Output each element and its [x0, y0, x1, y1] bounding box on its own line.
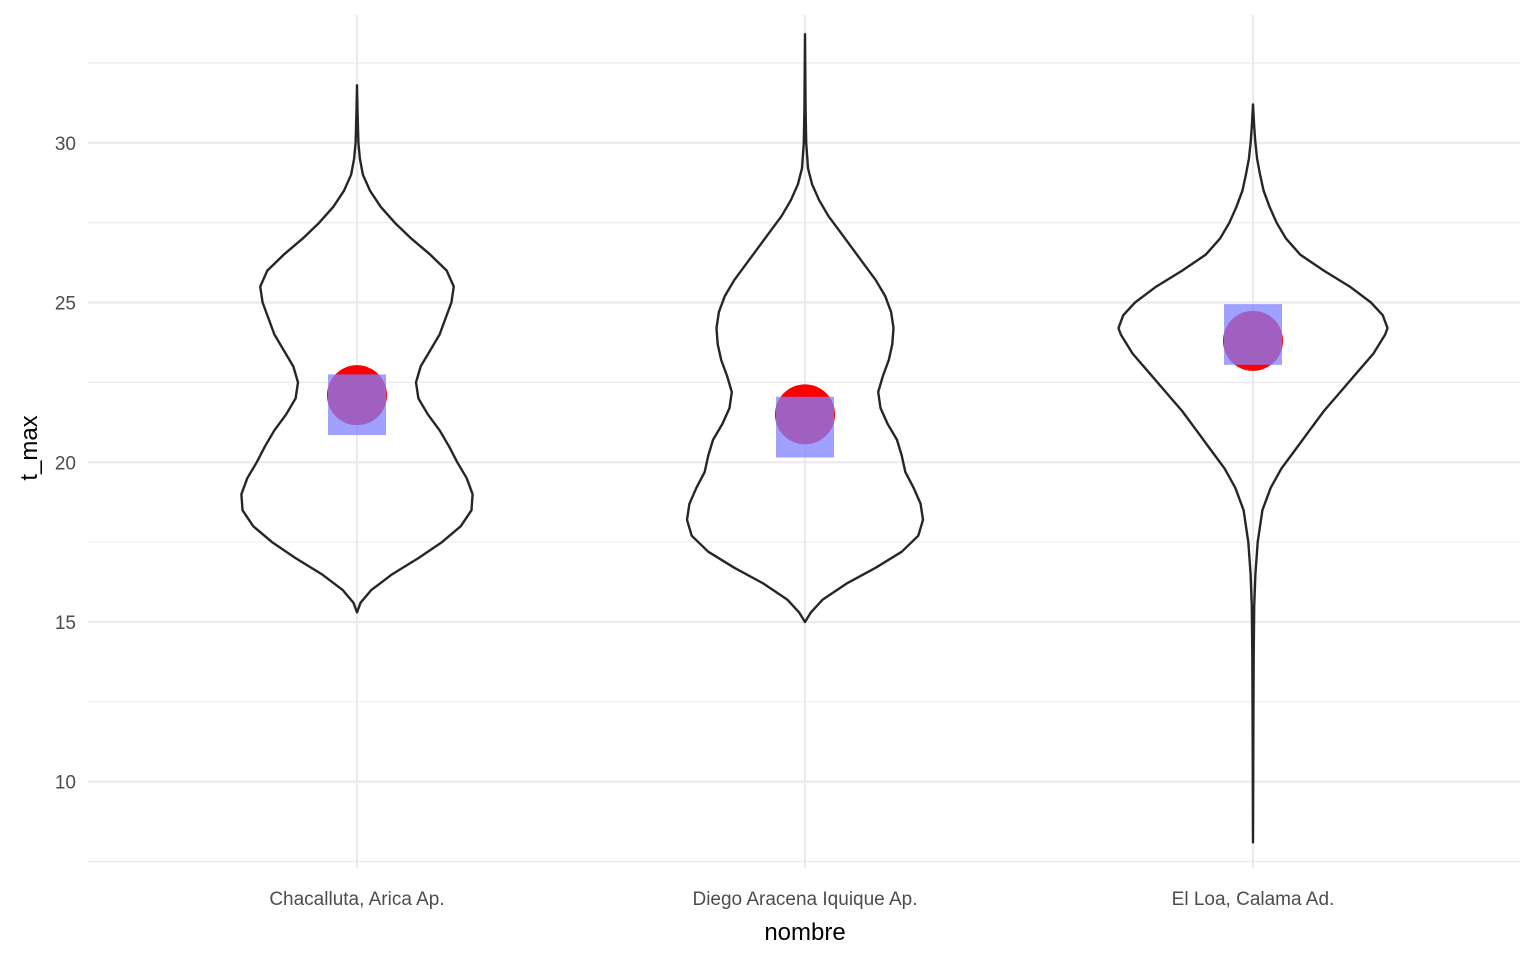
x-tick-label: Chacalluta, Arica Ap. [269, 889, 444, 910]
marker-layer [327, 304, 1283, 458]
median-square [328, 374, 386, 436]
x-axis-title: nombre [764, 919, 845, 946]
x-tick-label: El Loa, Calama Ad. [1172, 889, 1335, 910]
x-tick-label: Diego Aracena Iquique Ap. [692, 889, 917, 910]
x-axis-ticks: Chacalluta, Arica Ap. Diego Aracena Iquiq… [269, 889, 1334, 910]
y-tick-label: 10 [55, 773, 76, 794]
median-square [776, 396, 834, 458]
y-axis-title: t_max [16, 415, 43, 480]
y-tick-label: 25 [55, 294, 76, 315]
y-tick-label: 20 [55, 453, 76, 474]
violin-shape [685, 33, 925, 624]
median-square [1224, 304, 1282, 365]
violin-shape [1117, 103, 1389, 844]
violin-layer [240, 33, 1389, 844]
y-tick-label: 30 [55, 134, 76, 155]
y-axis-ticks: 10 15 20 25 30 [55, 134, 76, 794]
violin-shape [240, 84, 474, 614]
y-tick-label: 15 [55, 613, 76, 634]
